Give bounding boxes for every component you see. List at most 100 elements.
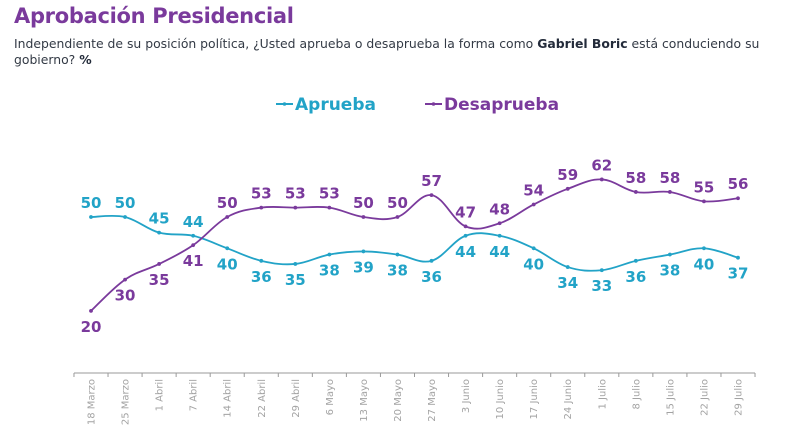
value-label-aprueba: 38: [387, 262, 408, 280]
data-point-desaprueba[interactable]: [599, 177, 604, 182]
value-label-aprueba: 35: [285, 271, 306, 289]
series-desaprueba: [89, 177, 740, 313]
subtitle-unit: %: [79, 52, 92, 67]
value-label-aprueba: 40: [523, 255, 544, 273]
data-point-desaprueba[interactable]: [395, 215, 400, 219]
data-point-aprueba[interactable]: [123, 215, 127, 219]
value-label-aprueba: 44: [183, 213, 204, 231]
value-label-aprueba: 50: [81, 194, 102, 212]
data-point-aprueba[interactable]: [463, 233, 468, 238]
data-point-desaprueba[interactable]: [702, 199, 706, 204]
value-label-aprueba: 44: [455, 243, 476, 261]
data-point-desaprueba[interactable]: [225, 215, 230, 219]
data-point-aprueba[interactable]: [259, 258, 264, 263]
value-label-desaprueba: 56: [728, 175, 749, 193]
series-line-desaprueba: [90, 178, 739, 312]
value-label-desaprueba: 55: [694, 178, 715, 196]
value-label-desaprueba: 54: [523, 181, 544, 199]
x-tick-label: 25 Marzo: [121, 379, 132, 425]
value-label-desaprueba: 57: [421, 172, 442, 190]
data-point-desaprueba[interactable]: [259, 205, 264, 210]
value-labels: 50 50 45 44 40 36 35 38 39 38 36 44 44 40 34 33 36 38 40 37…: [81, 156, 749, 335]
data-point-aprueba[interactable]: [157, 230, 162, 235]
legend-desaprueba-marker-icon: [431, 102, 436, 106]
data-point-aprueba[interactable]: [531, 246, 536, 251]
data-point-desaprueba[interactable]: [89, 309, 93, 313]
x-tick-label: 1 Julio: [597, 379, 608, 410]
value-label-desaprueba: 50: [387, 194, 408, 212]
subtitle-president-name: Gabriel Boric: [537, 36, 628, 51]
value-label-aprueba: 45: [149, 210, 170, 228]
legend-aprueba-marker-icon: [282, 102, 287, 106]
chart-subtitle: Independiente de su posición política, ¿…: [14, 36, 800, 68]
value-label-desaprueba: 59: [557, 166, 578, 184]
value-label-desaprueba: 20: [81, 318, 102, 336]
value-label-desaprueba: 47: [455, 203, 476, 221]
x-tick-label: 8 Julio: [631, 379, 642, 410]
value-label-aprueba: 40: [694, 255, 715, 273]
value-label-aprueba: 44: [489, 243, 510, 261]
data-point-desaprueba[interactable]: [667, 190, 672, 194]
data-point-desaprueba[interactable]: [293, 205, 298, 210]
data-point-desaprueba[interactable]: [157, 262, 162, 266]
data-point-aprueba[interactable]: [293, 262, 298, 266]
subtitle-text-1: Independiente de su posición política, ¿…: [14, 36, 538, 51]
data-point-aprueba[interactable]: [599, 268, 604, 273]
value-label-aprueba: 36: [421, 268, 442, 286]
data-point-desaprueba[interactable]: [123, 277, 127, 282]
x-tick-label: 3 Junio: [461, 379, 472, 413]
x-tick-label: 1 Abril: [155, 379, 166, 411]
legend-item-desaprueba[interactable]: Desaprueba: [425, 95, 559, 115]
data-point-aprueba[interactable]: [633, 258, 638, 263]
data-point-desaprueba[interactable]: [633, 190, 638, 194]
data-point-desaprueba[interactable]: [463, 224, 468, 229]
data-point-aprueba[interactable]: [89, 215, 93, 219]
x-tick-label: 10 Junio: [495, 379, 506, 419]
data-point-aprueba[interactable]: [702, 246, 706, 251]
value-label-aprueba: 37: [728, 265, 749, 283]
value-label-aprueba: 38: [659, 262, 680, 280]
value-label-desaprueba: 53: [251, 185, 272, 203]
x-tick-label: 27 Mayo: [427, 379, 438, 422]
data-point-aprueba[interactable]: [191, 233, 196, 238]
legend: Aprueba Desaprueba: [276, 95, 559, 115]
data-point-desaprueba[interactable]: [327, 205, 332, 210]
value-label-desaprueba: 58: [625, 169, 646, 187]
data-point-aprueba[interactable]: [667, 252, 672, 257]
data-point-aprueba[interactable]: [225, 246, 230, 251]
data-point-desaprueba[interactable]: [736, 196, 740, 201]
x-tick-label: 7 Abril: [189, 379, 200, 411]
x-tick-label: 22 Julio: [699, 379, 710, 416]
x-tick-label: 17 Junio: [529, 379, 540, 419]
data-point-aprueba[interactable]: [497, 233, 502, 238]
x-tick-label: 6 Mayo: [325, 379, 336, 415]
value-label-desaprueba: 58: [659, 169, 680, 187]
value-label-aprueba: 36: [251, 268, 272, 286]
value-label-desaprueba: 30: [115, 287, 136, 305]
value-label-aprueba: 39: [353, 258, 374, 276]
data-point-desaprueba[interactable]: [361, 215, 366, 219]
data-point-aprueba[interactable]: [565, 265, 570, 269]
data-point-desaprueba[interactable]: [565, 186, 570, 191]
legend-desaprueba-label: Desaprueba: [444, 95, 559, 115]
x-tick-label: 14 Abril: [223, 379, 234, 418]
data-point-desaprueba[interactable]: [429, 193, 434, 197]
x-tick-label: 22 Abril: [257, 379, 268, 418]
data-point-desaprueba[interactable]: [531, 202, 536, 207]
data-point-desaprueba[interactable]: [497, 221, 502, 226]
data-point-aprueba[interactable]: [361, 249, 366, 254]
x-tick-label: 29 Abril: [291, 379, 302, 418]
value-label-aprueba: 36: [625, 268, 646, 286]
value-label-desaprueba: 48: [489, 200, 510, 218]
data-point-desaprueba[interactable]: [191, 243, 196, 248]
data-point-aprueba[interactable]: [429, 258, 434, 263]
series-line-aprueba: [90, 214, 739, 272]
x-tick-label: 13 Mayo: [359, 379, 370, 422]
x-tick-label: 15 Julio: [665, 379, 676, 416]
x-tick-label: 20 Mayo: [393, 379, 404, 422]
data-point-aprueba[interactable]: [395, 252, 400, 257]
legend-item-aprueba[interactable]: Aprueba: [276, 95, 376, 115]
data-point-aprueba[interactable]: [327, 252, 332, 257]
data-point-aprueba[interactable]: [736, 255, 740, 260]
value-label-desaprueba: 50: [353, 194, 374, 212]
